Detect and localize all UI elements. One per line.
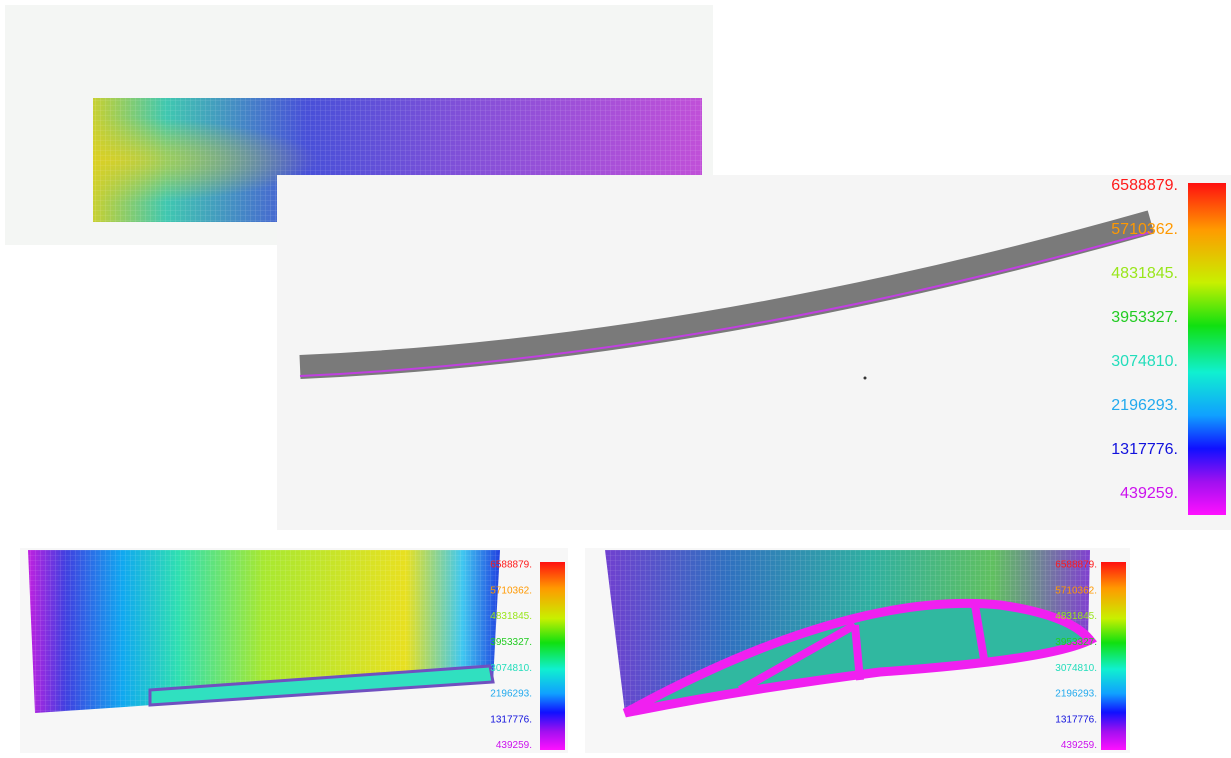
color-bar (540, 562, 565, 750)
legend-label: 4831845. (490, 611, 532, 622)
legend-label: 1317776. (1111, 441, 1178, 458)
ribs (738, 604, 989, 694)
legend-label: 5710362. (1055, 585, 1097, 596)
legend-label: 1317776. (1055, 714, 1097, 725)
legend-label: 2196293. (490, 689, 532, 700)
legend-label: 3074810. (1111, 353, 1178, 370)
legend-label: 2196293. (1111, 397, 1178, 414)
legend-label: 439259. (1120, 485, 1178, 502)
legend-label: 6588879. (1055, 560, 1097, 571)
legend-label: 3953327. (490, 637, 532, 648)
legend-label: 1317776. (490, 714, 532, 725)
legend-label: 3074810. (490, 663, 532, 674)
legend-label: 2196293. (1055, 689, 1097, 700)
mesh-grid (605, 550, 1090, 713)
legend-label: 5710362. (490, 585, 532, 596)
legend-label: 439259. (496, 740, 532, 751)
beam-stress (299, 231, 1152, 377)
marker (863, 376, 867, 380)
legend-label: 6588879. (1111, 177, 1178, 194)
spar-section (148, 664, 495, 707)
legend-label: 5710362. (1111, 221, 1178, 238)
legend-label: 4831845. (1055, 611, 1097, 622)
legend-label: 6588879. (490, 560, 532, 571)
beam (299, 210, 1155, 379)
color-bar (1101, 562, 1126, 750)
legend-label: 3953327. (1111, 309, 1178, 326)
legend-label: 3074810. (1055, 663, 1097, 674)
legend-label: 439259. (1061, 740, 1097, 751)
legend-label: 4831845. (1111, 265, 1178, 282)
color-bar (1188, 183, 1226, 515)
legend-label: 3953327. (1055, 637, 1097, 648)
